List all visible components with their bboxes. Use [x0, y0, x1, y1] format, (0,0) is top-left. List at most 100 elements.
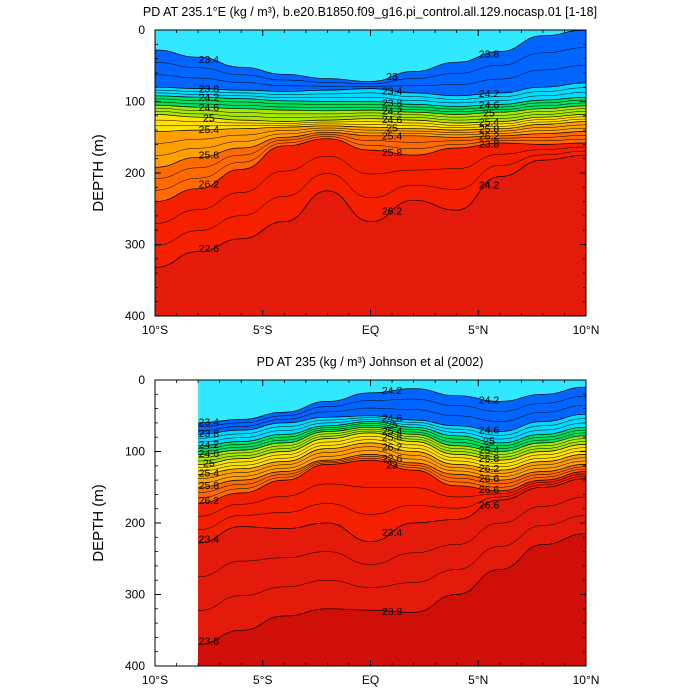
- x-tick-label: 10°N: [573, 673, 600, 687]
- contour-line-23-4: [198, 386, 586, 424]
- panel-bottom: PD AT 235 (kg / m³) Johnson et al (2002)…: [90, 355, 599, 687]
- y-axis-label-top: DEPTH (m): [90, 134, 107, 212]
- contour-line-minor: [155, 111, 586, 121]
- contour-label: 24.6: [199, 102, 220, 114]
- contour-label: 23.8: [199, 428, 220, 440]
- contour-label: 24.2: [199, 92, 220, 104]
- contour-label: 25.8: [479, 124, 500, 136]
- contour-label: 23.4: [199, 417, 220, 429]
- x-tick-label: 10°N: [573, 323, 600, 337]
- contour-label: 24.2: [382, 385, 403, 397]
- contour-label: 24.6: [479, 99, 500, 111]
- contour-line-minor: [155, 127, 586, 156]
- contour-label: 25.8: [199, 480, 220, 492]
- contour-label: 25.4: [479, 116, 500, 128]
- chart-title-bottom: PD AT 235 (kg / m³) Johnson et al (2002): [257, 355, 484, 369]
- contour-label: 26.2: [199, 178, 220, 190]
- contour-line-24-2: [198, 421, 586, 447]
- contour-label: 26.2: [382, 442, 403, 454]
- contour-label: 23: [386, 71, 398, 83]
- contour-line-25-4: [155, 121, 586, 132]
- contour-line-minor: [198, 435, 586, 468]
- y-tick-label: 0: [138, 373, 145, 387]
- contour-label: 24.6: [199, 448, 220, 460]
- contour-label: 25: [483, 107, 495, 119]
- contour-line-23-4: [155, 30, 586, 82]
- contour-line-25-8: [198, 454, 586, 488]
- contour-line-minor: [155, 98, 586, 110]
- contour-label: 25: [203, 457, 215, 469]
- contour-line-minor: [198, 450, 586, 484]
- contour-line-minor: [155, 118, 586, 128]
- contour-label: 23.8: [382, 97, 403, 109]
- contour-label: 24.6: [382, 114, 403, 126]
- contour-line-minor: [155, 134, 586, 179]
- x-tick-label: EQ: [362, 323, 379, 337]
- contour-line-minor: [198, 473, 586, 517]
- contour-label: 22.6: [199, 243, 220, 255]
- contour-label: 23.8: [199, 635, 220, 647]
- contour-label: 25.8: [199, 149, 220, 161]
- y-axis-top: 0 100 200 300 400: [125, 23, 586, 323]
- contour-label: 23.8: [199, 83, 220, 95]
- contour-line-minor: [155, 136, 586, 191]
- contour-labels-bottom: 23.423.824.224.62525.425.826.223.423.824…: [199, 385, 500, 647]
- contour-label: 26.2: [382, 205, 403, 217]
- contour-label: 25: [386, 122, 398, 134]
- x-axis-bottom: 10°S 5°S EQ 5°N 10°N: [142, 380, 599, 687]
- contour-line-minor: [198, 395, 586, 427]
- y-tick-label: 0: [138, 23, 145, 37]
- contour-line-minor: [198, 417, 586, 439]
- contour-line-minor: [155, 65, 586, 87]
- contour-line-minor: [198, 446, 586, 479]
- x-tick-label: 5°N: [468, 673, 488, 687]
- contour-line-24-6: [155, 104, 586, 115]
- contour-labels-top: 23.423.824.224.62525.425.826.222.62323.4…: [199, 49, 500, 255]
- contour-line-minor: [155, 116, 586, 126]
- contour-line-minor: [155, 47, 586, 85]
- contour-label: 23: [386, 460, 398, 472]
- contour-line-26-2: [198, 459, 586, 504]
- contour-label: 25.4: [382, 425, 403, 437]
- contour-line-24-2: [155, 95, 586, 107]
- contour-label: 25.8: [479, 453, 500, 465]
- contour-label: 25.8: [382, 432, 403, 444]
- contour-label: 24.2: [199, 439, 220, 451]
- contour-line-minor: [155, 92, 586, 104]
- contour-line-minor: [198, 430, 586, 462]
- band-26-4: [155, 155, 586, 316]
- x-tick-label: 5°S: [253, 323, 272, 337]
- contour-line-minor: [198, 496, 586, 578]
- contour-line-minor: [198, 515, 586, 611]
- contour-line-minor: [198, 428, 586, 458]
- contour-label: 24.2: [479, 179, 500, 191]
- contour-line-23-8: [155, 82, 586, 97]
- y-tick-label: 100: [125, 95, 145, 109]
- x-tick-label: 10°S: [142, 673, 168, 687]
- contour-label: 23.4: [199, 533, 220, 545]
- contour-label: 24.2: [479, 88, 500, 100]
- band-26-6: [198, 533, 586, 666]
- contour-line-23-8: [198, 413, 586, 435]
- contour-label: 24.2: [479, 395, 500, 407]
- contour-label: 25.4: [199, 124, 220, 136]
- contour-line-minor: [155, 107, 586, 118]
- y-tick-label: 300: [125, 588, 145, 602]
- contour-line-25-8: [155, 131, 586, 168]
- x-tick-label: EQ: [362, 673, 379, 687]
- chart-title-top: PD AT 235.1°E (kg / m³), b.e20.B1850.f09…: [143, 5, 597, 19]
- contour-line-24-6: [198, 426, 586, 455]
- x-tick-label: 10°S: [142, 323, 168, 337]
- contour-label: 26.6: [479, 484, 500, 496]
- contour-label: 23.8: [382, 606, 403, 618]
- y-tick-label: 400: [125, 659, 145, 673]
- contour-label: 26.2: [199, 495, 220, 507]
- contour-label: 23.4: [382, 527, 403, 539]
- y-axis-label-bottom: DEPTH (m): [90, 484, 107, 562]
- contour-label: 26.2: [479, 463, 500, 475]
- contour-label: 25: [203, 112, 215, 124]
- contour-line-25-0: [198, 432, 586, 465]
- y-axis-bottom: 0 100 200 300 400: [125, 373, 586, 673]
- contour-field-bottom: [198, 380, 586, 666]
